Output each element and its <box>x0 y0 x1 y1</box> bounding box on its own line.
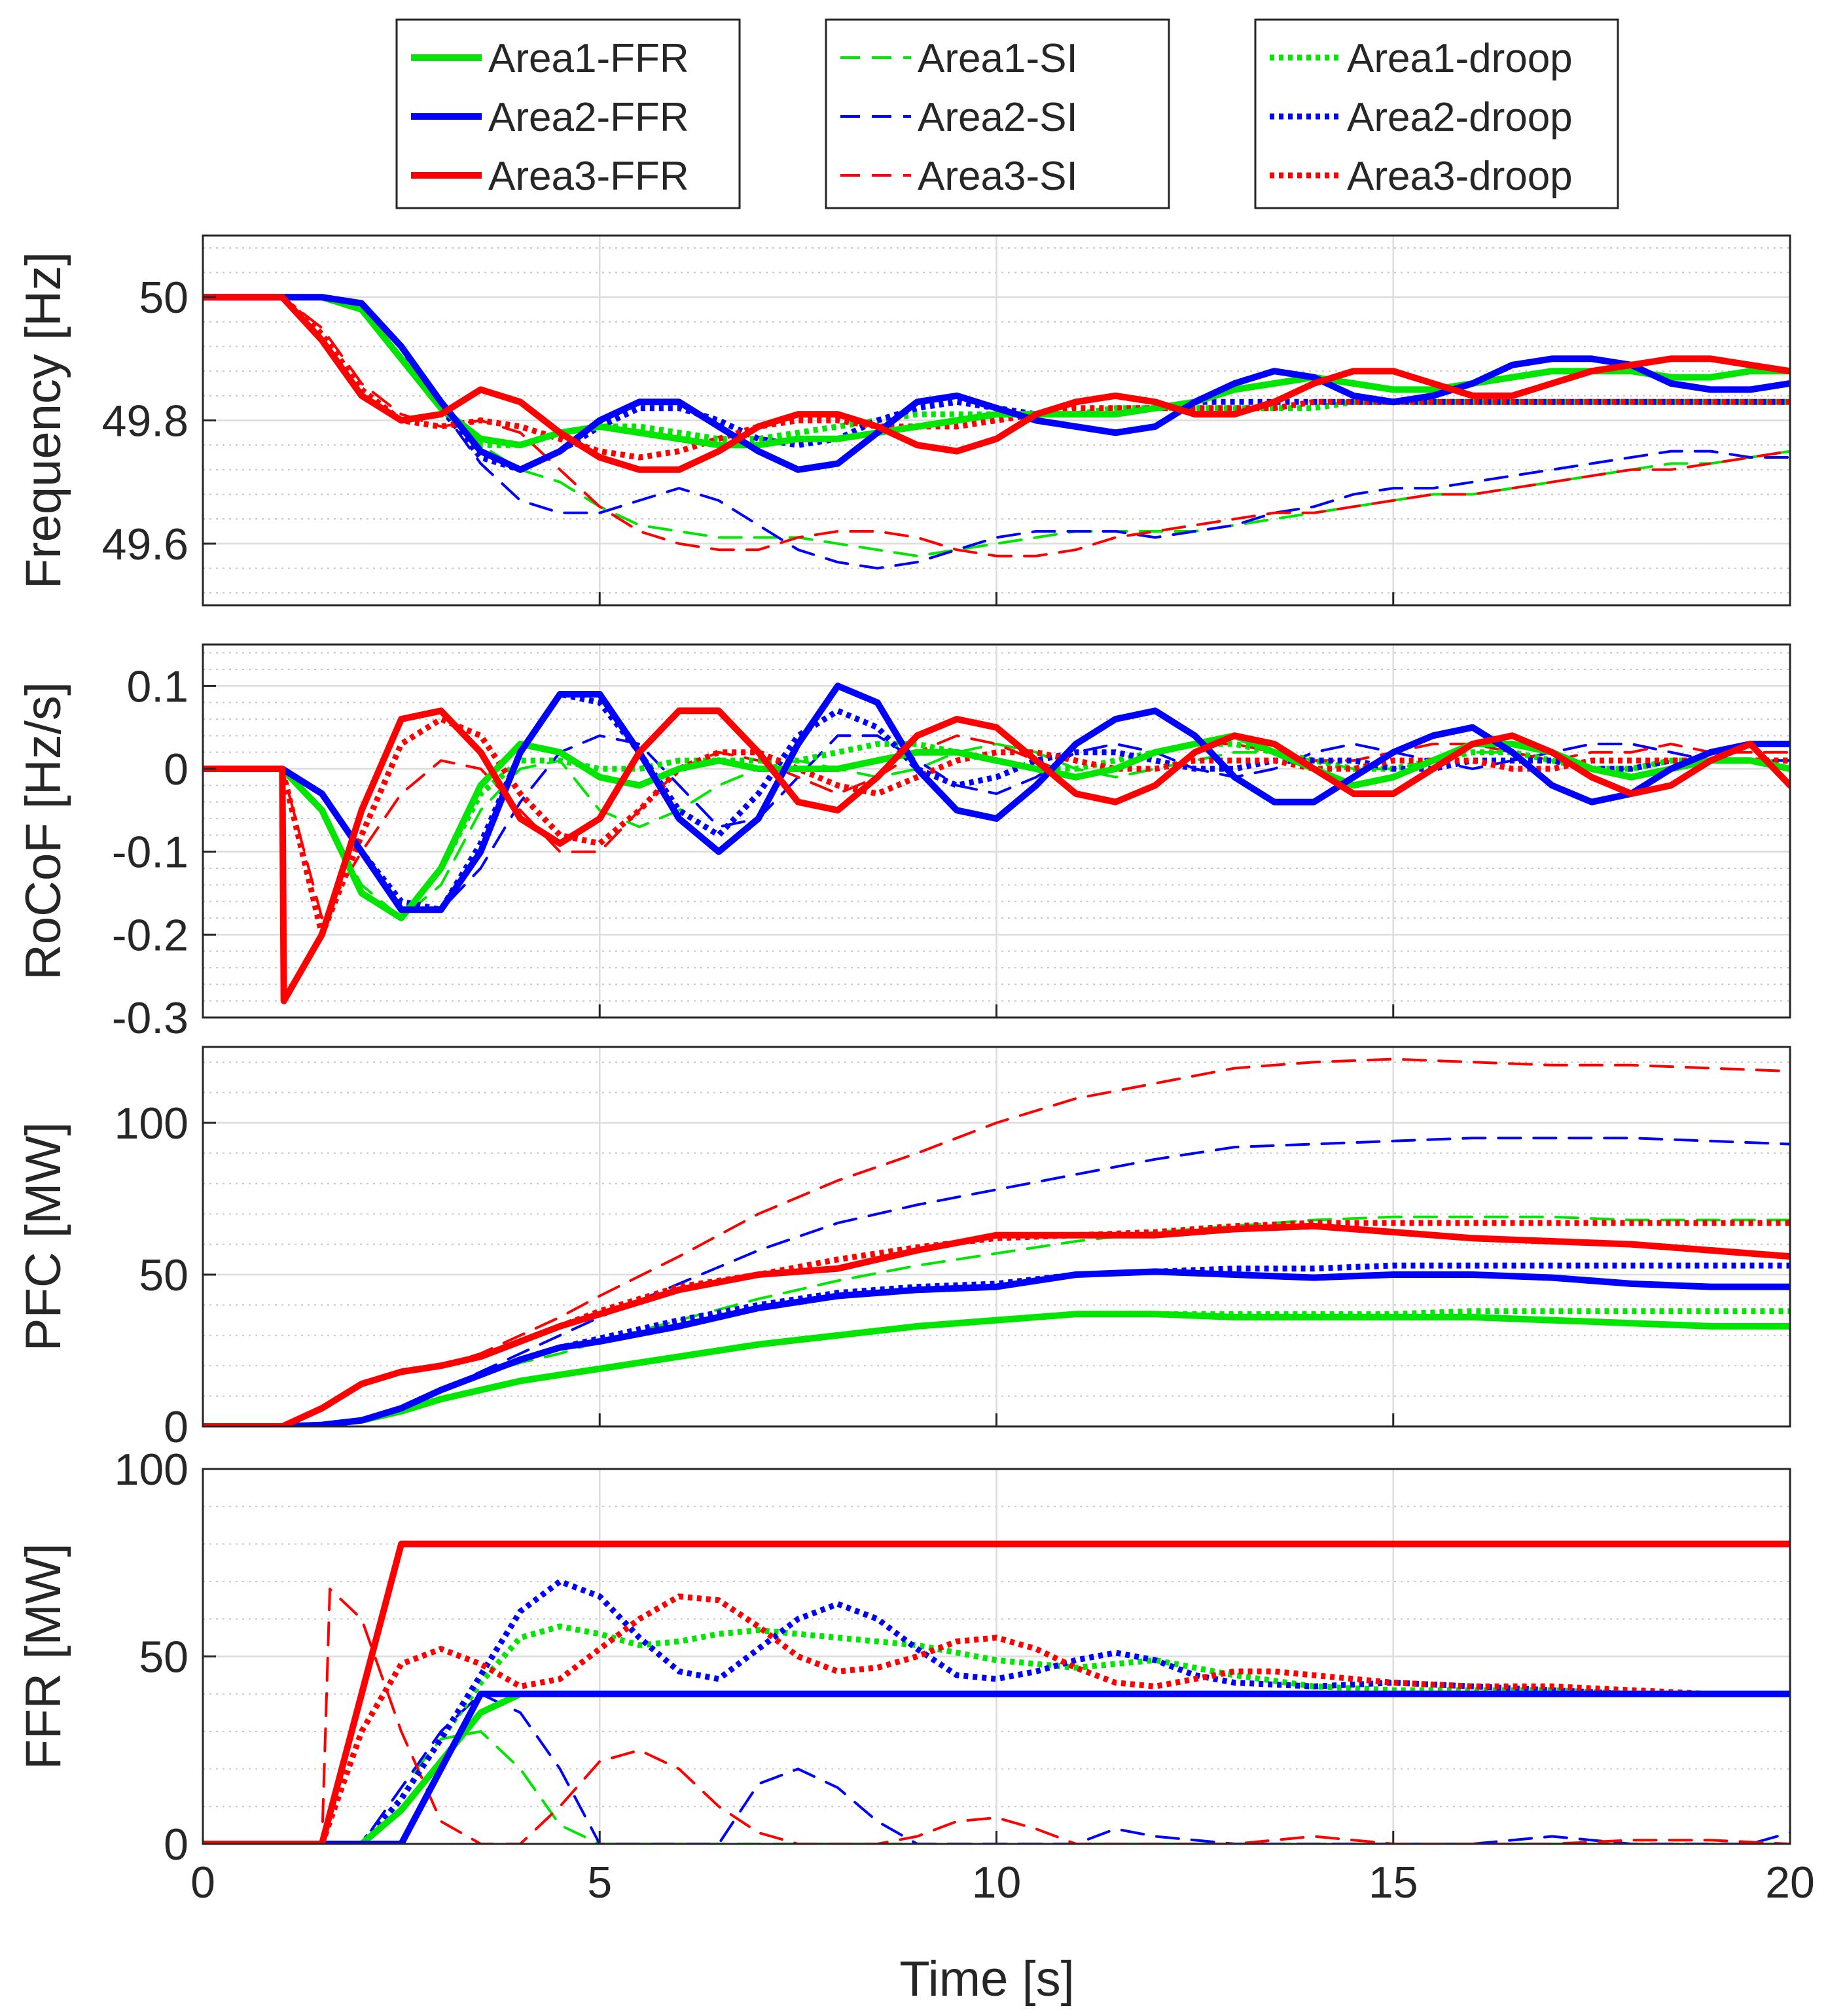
frequency-panel: 49.6 49.8 50 Frequency [Hz] <box>16 234 1791 607</box>
frequency-series-area2-si <box>203 296 1790 570</box>
rocof-ytick-label: -0.2 <box>112 910 188 960</box>
legend-label-area2-droop: Area2-droop <box>1347 95 1573 140</box>
frequency-series <box>203 294 1790 570</box>
rocof-series-area1-ffr <box>203 732 1790 921</box>
ffr-series-area1-si <box>203 1730 1790 1844</box>
legend: Area1-FFR Area2-FFR Area3-FFR Area1-SI Area2… <box>395 18 1619 209</box>
rocof-series-area2-ffr <box>203 682 1790 913</box>
x-tick-label: 10 <box>972 1858 1022 1907</box>
pfc-ytick-label: 0 <box>164 1402 188 1452</box>
rocof-panel: -0.3 -0.2 -0.1 0 0.1 RoCoF [Hz/s] <box>16 643 1791 1043</box>
legend-label-area3-ffr: Area3-FFR <box>488 154 689 199</box>
ffr-ylabel: FFR [MW] <box>16 1543 71 1769</box>
ffr-xticks: 0 5 10 15 20 <box>190 1858 1815 1907</box>
rocof-ytick-label: -0.1 <box>112 828 188 877</box>
ffr-panel: 0 5 10 15 20 0 50 100 FFR [MW] <box>16 1445 1815 1907</box>
legend-label-area1-droop: Area1-droop <box>1347 36 1573 81</box>
rocof-ytick-label: 0.1 <box>126 662 188 711</box>
legend-label-area3-si: Area3-SI <box>918 154 1078 199</box>
rocof-yticks: -0.3 -0.2 -0.1 0 0.1 <box>112 662 1791 1043</box>
frequency-ytick-label: 49.8 <box>102 397 188 446</box>
legend-label-area1-si: Area1-SI <box>918 36 1078 81</box>
pfc-panel: 0 50 100 PFC [MW] <box>16 1046 1791 1452</box>
x-tick-label: 0 <box>190 1858 215 1907</box>
legend-label-area2-ffr: Area2-FFR <box>488 95 689 140</box>
pfc-series <box>203 1057 1790 1426</box>
frequency-ytick-label: 49.6 <box>102 520 188 569</box>
pfc-ytick-label: 100 <box>115 1099 188 1148</box>
frequency-ylabel: Frequency [Hz] <box>16 252 71 589</box>
rocof-series-area2-droop <box>203 691 1790 913</box>
rocof-ytick-label: -0.3 <box>112 993 188 1043</box>
ffr-yticks: 0 50 100 <box>115 1445 1791 1869</box>
pfc-series-area2-si <box>203 1137 1790 1426</box>
rocof-series-area1-droop <box>203 741 1790 921</box>
frequency-series-area3-si <box>203 296 1790 557</box>
pfc-ytick-label: 50 <box>139 1250 188 1300</box>
ffr-series-area3-droop <box>203 1593 1790 1844</box>
ffr-series-area2-si <box>203 1692 1790 1844</box>
x-tick-label: 15 <box>1369 1858 1418 1907</box>
ffr-ytick-label: 50 <box>139 1633 188 1682</box>
frequency-series-area3-droop <box>203 294 1790 461</box>
frequency-yticks: 49.6 49.8 50 <box>102 273 1791 605</box>
ffr-series-area3-ffr <box>203 1540 1790 1844</box>
pfc-series-area1-si <box>203 1215 1790 1426</box>
ffr-series-area2-ffr <box>203 1690 1790 1844</box>
rocof-series-area3-ffr <box>203 707 1790 1004</box>
pfc-yticks: 0 50 100 <box>115 1099 1791 1452</box>
ffr-ytick-label: 100 <box>115 1445 188 1494</box>
legend-label-area3-droop: Area3-droop <box>1347 154 1573 199</box>
x-tick-label: 20 <box>1765 1858 1815 1907</box>
frequency-series-area2-ffr <box>203 294 1790 473</box>
ffr-series-area1-droop <box>203 1623 1790 1844</box>
frequency-series-area3-ffr <box>203 294 1790 473</box>
legend-label-area2-si: Area2-SI <box>918 95 1078 140</box>
pfc-series-area2-ffr <box>203 1268 1790 1426</box>
ffr-series-area3-si <box>203 1587 1790 1844</box>
ffr-ytick-label: 0 <box>164 1820 188 1869</box>
rocof-series <box>203 682 1790 1004</box>
ffr-series <box>203 1540 1790 1844</box>
pfc-series-area3-ffr <box>203 1222 1790 1426</box>
rocof-ytick-label: 0 <box>164 745 188 794</box>
x-axis-label: Time [s] <box>899 1951 1074 2007</box>
rocof-ylabel: RoCoF [Hz/s] <box>16 682 71 980</box>
ffr-series-area2-droop <box>203 1578 1790 1844</box>
x-tick-label: 5 <box>587 1858 612 1907</box>
frequency-ytick-label: 50 <box>139 273 188 323</box>
legend-label-area1-ffr: Area1-FFR <box>488 36 689 81</box>
pfc-ylabel: PFC [MW] <box>16 1122 71 1351</box>
